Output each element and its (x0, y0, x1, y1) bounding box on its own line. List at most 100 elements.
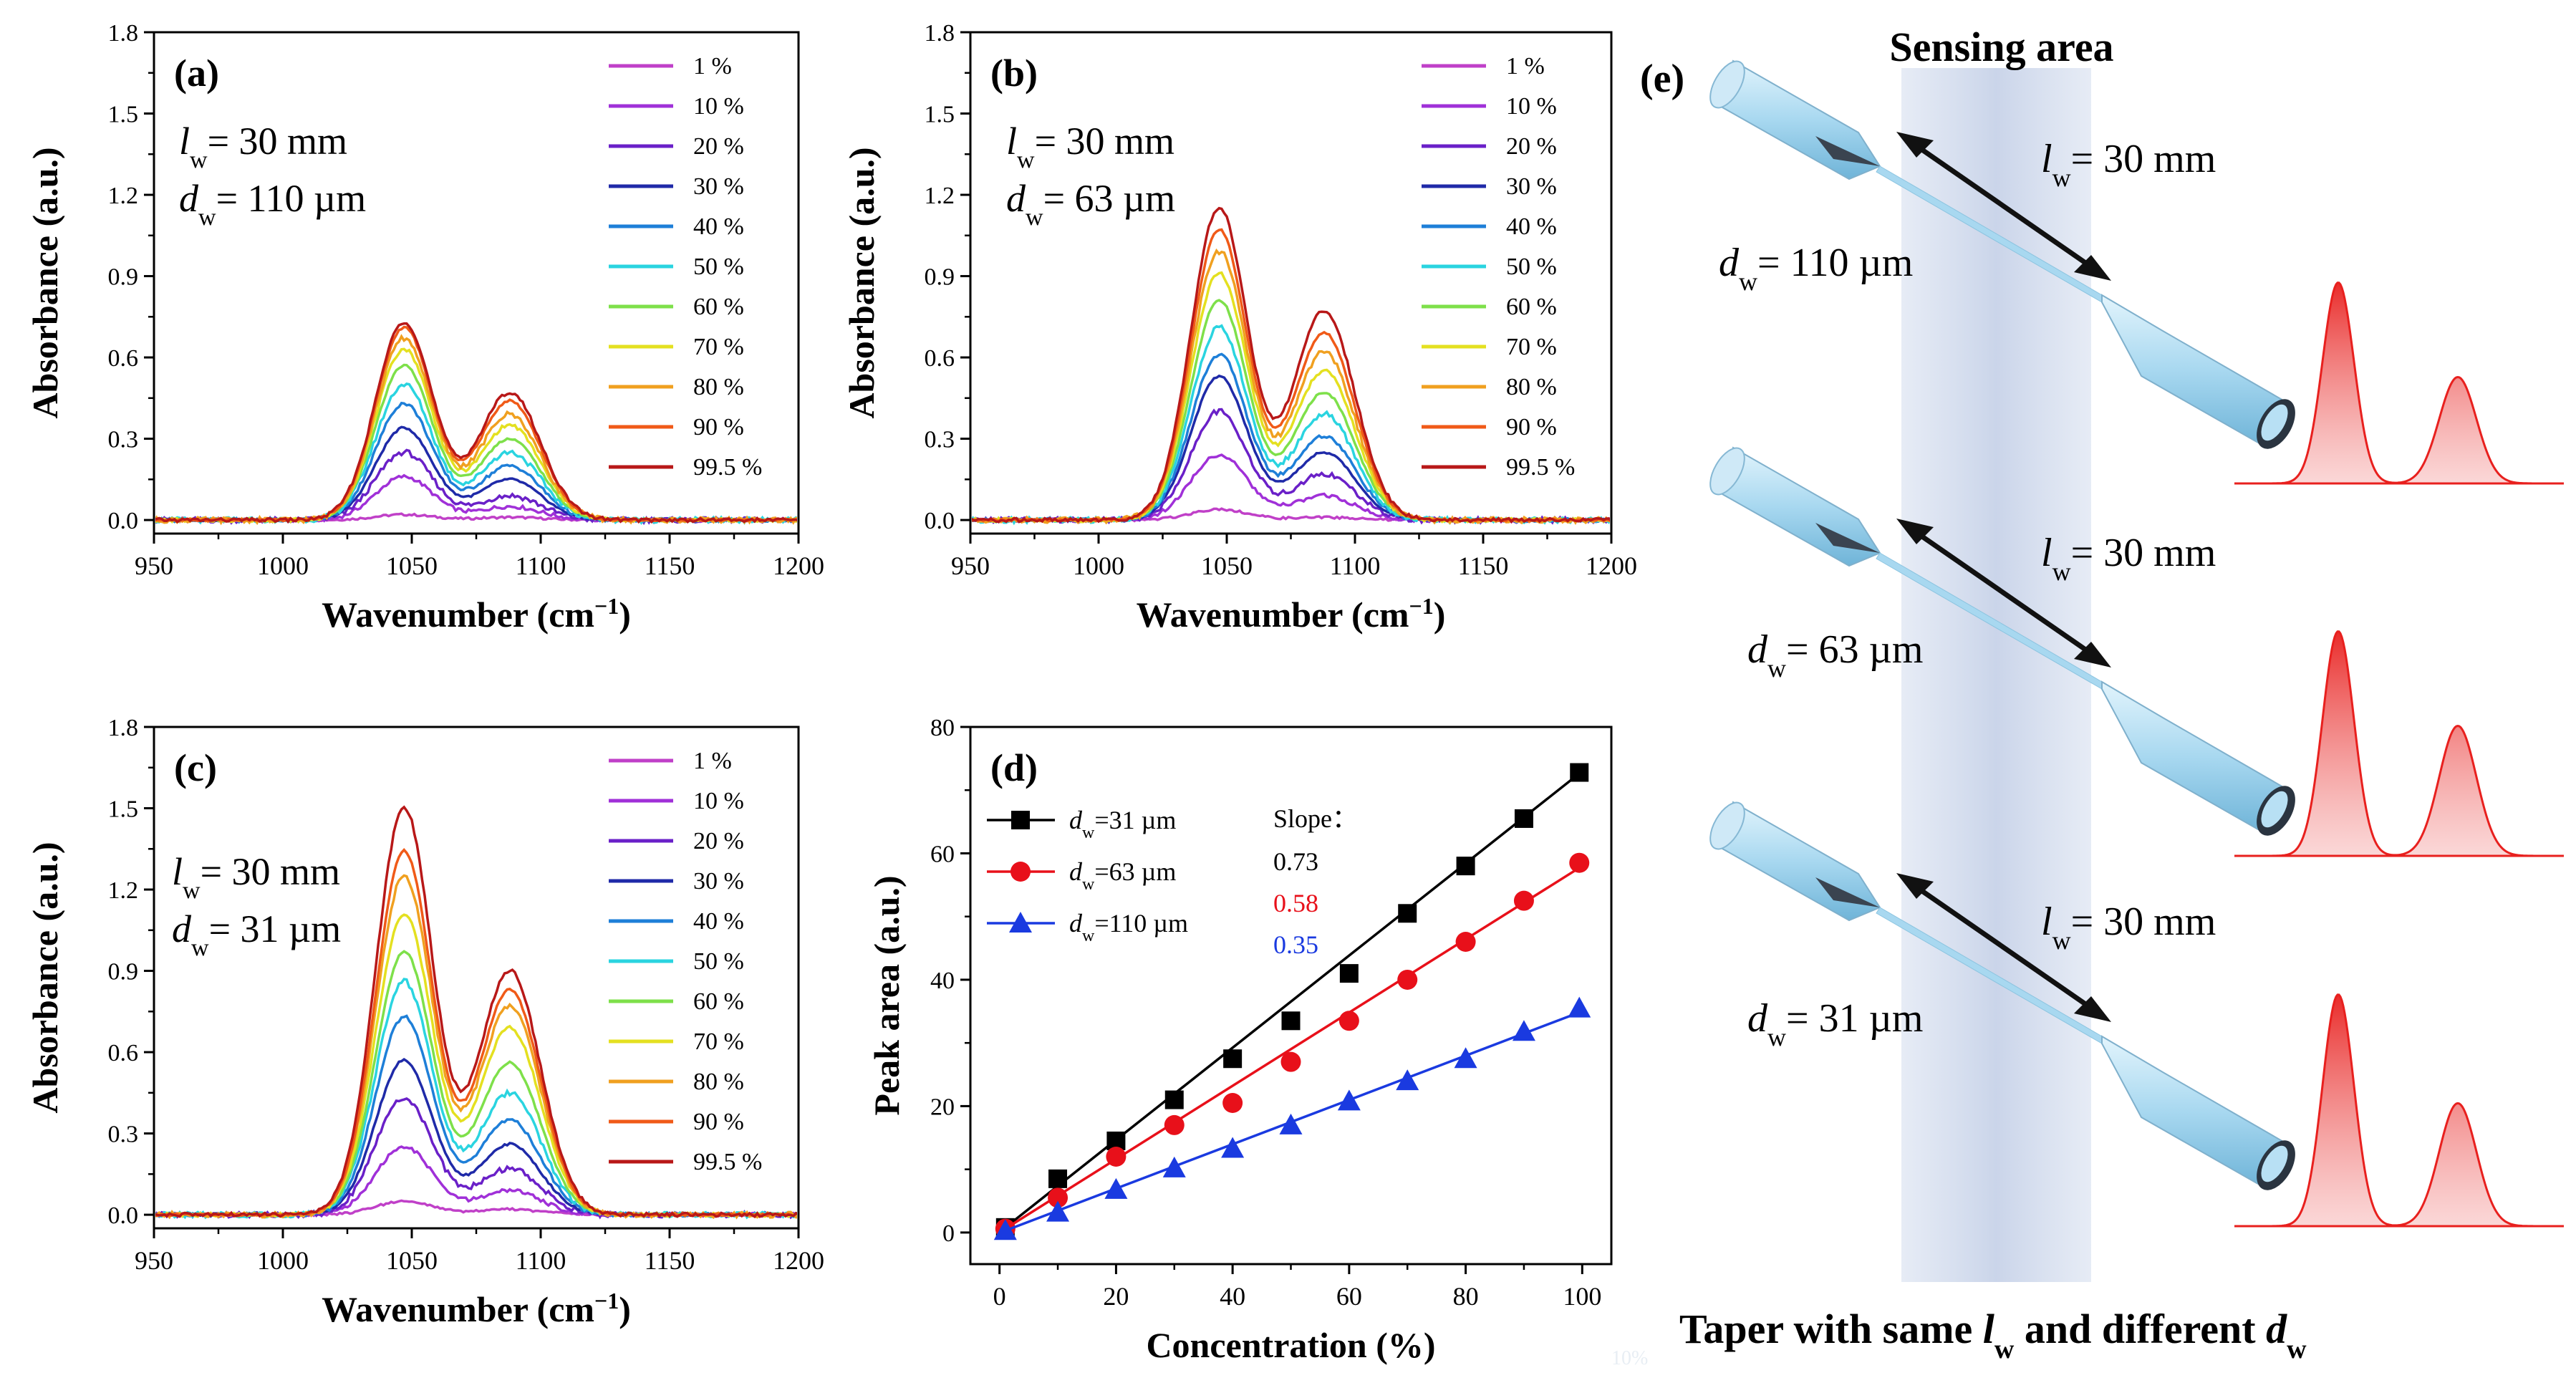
legend-label-value: =110 µm (1094, 909, 1188, 938)
annotation-diameter: dw= 31 µm (172, 907, 341, 961)
x-tick-label: 1000 (257, 551, 309, 580)
legend-label: dw=110 µm (1069, 909, 1188, 945)
legend-label: 50 % (1506, 254, 1557, 280)
legend-label: 60 % (1506, 294, 1557, 320)
legend-label-symbol: d (1069, 909, 1083, 938)
legend-label: 99.5 % (693, 1149, 762, 1175)
data-point (1514, 809, 1533, 828)
sensing-area-title: Sensing area (1889, 24, 2113, 70)
y-tick-label: 1.8 (925, 20, 955, 47)
legend-marker (1011, 811, 1030, 829)
annotation-l-value: = 30 mm (201, 850, 340, 893)
legend-label: 1 % (693, 53, 732, 79)
panel-c: 950 1000 1050 1100 1150 1200 0.0 0.3 0.6 0.9 1.2 1.… (25, 715, 824, 1329)
x-tick-label: 100 (1563, 1282, 1601, 1311)
y-tick-label: 0.9 (108, 264, 139, 291)
data-point (1339, 964, 1359, 983)
fit-line (1004, 867, 1581, 1230)
double-arrow-head (1896, 132, 1934, 158)
annotation-l-value: = 30 mm (208, 120, 347, 163)
panel-a: 950 1000 1050 1100 1150 1200 0.0 0.3 0.6 0.9 1.2 1.… (25, 20, 824, 635)
taper-l-sub: w (2052, 557, 2071, 586)
panel-label: (b) (990, 52, 1038, 95)
caption-prefix: Taper with same (1679, 1306, 1983, 1352)
annotation-l-sub: w (190, 147, 208, 173)
data-point (1223, 1049, 1243, 1069)
legend-label: 20 % (1506, 133, 1557, 160)
x-axis-label: Wavenumber (cm−1) (322, 1288, 631, 1329)
taper-d-value: = 31 µm (1786, 996, 1923, 1041)
x-tick-label: 950 (135, 551, 173, 580)
y-tick-label: 0.6 (108, 1040, 139, 1066)
taper-d-symbol: d (1747, 996, 1768, 1041)
y-tick-label: 0.0 (925, 508, 955, 534)
legend-label-sub: w (1082, 875, 1095, 894)
legend-label: 60 % (693, 988, 744, 1015)
x-tick-label: 1000 (1073, 551, 1124, 580)
x-tick-label: 950 (951, 551, 990, 580)
legend-label: 50 % (693, 948, 744, 975)
data-point (1279, 1113, 1303, 1134)
x-axis-label-end: ) (1434, 594, 1446, 635)
annotation-l-sub: w (183, 877, 201, 904)
legend-label: 80 % (1506, 374, 1557, 400)
y-tick-label: 0.3 (108, 427, 139, 453)
legend-label: 30 % (693, 868, 744, 895)
fiber-right-connector (2101, 1035, 2286, 1188)
legend-label-symbol: d (1069, 857, 1083, 886)
y-tick-label: 1.8 (108, 20, 139, 47)
caption-l-sub: w (1994, 1334, 2015, 1364)
y-tick-label: 0.0 (108, 1203, 139, 1229)
legend-label: 70 % (693, 1028, 744, 1055)
taper-diameter-label: dw= 63 µm (1747, 627, 1923, 683)
x-tick-label: 950 (135, 1246, 173, 1275)
y-tick-label: 1.5 (925, 102, 955, 128)
data-point (1568, 996, 1591, 1018)
x-axis-label-end: ) (619, 1289, 631, 1329)
y-tick-label: 0.0 (108, 508, 139, 534)
spectrum-line (155, 473, 797, 524)
caption-d-symbol: d (2266, 1306, 2287, 1352)
x-tick-label: 1100 (1330, 551, 1381, 580)
legend-label: 1 % (693, 748, 732, 774)
y-tick-label: 0.3 (108, 1122, 139, 1148)
legend-label: 90 % (693, 1109, 744, 1135)
taper-d-sub: w (1739, 267, 1757, 296)
panel-label: (d) (990, 746, 1038, 789)
y-tick-label: 1.5 (108, 102, 139, 128)
annotation-length: lw= 30 mm (179, 120, 347, 173)
double-arrow-shaft (1909, 526, 2098, 660)
legend-label: 90 % (1506, 414, 1557, 440)
data-point (1513, 890, 1534, 911)
legend-label: 40 % (693, 213, 744, 240)
taper-d-sub: w (1767, 1023, 1786, 1051)
y-tick-label: 1.5 (108, 796, 139, 823)
absorption-peak-graphic (2234, 993, 2564, 1228)
x-axis-label-text: Wavenumber (cm (322, 1289, 594, 1329)
data-point (1454, 1047, 1477, 1069)
data-point (1396, 1069, 1419, 1091)
spectrum-line (972, 206, 1610, 524)
legend-label: dw=31 µm (1069, 806, 1176, 842)
y-tick-label: 1.8 (108, 715, 139, 741)
data-point (1570, 763, 1589, 782)
y-tick-label: 60 (930, 841, 955, 867)
data-point (1512, 1020, 1535, 1041)
legend-label: 80 % (693, 1069, 744, 1095)
y-tick-label: 0.6 (925, 345, 955, 372)
absorption-peak-graphic (2234, 630, 2564, 857)
fiber-end-face (2261, 1145, 2288, 1182)
y-tick-label: 1.2 (108, 183, 139, 209)
x-tick-label: 60 (1336, 1282, 1362, 1311)
annotation-l-value: = 30 mm (1035, 120, 1174, 163)
taper-d-symbol: d (1719, 241, 1740, 285)
legend-label: 99.5 % (693, 454, 762, 481)
annotation-length: lw= 30 mm (1006, 120, 1174, 173)
data-point (1456, 857, 1475, 876)
panel-label: (c) (174, 746, 217, 789)
legend-label: 20 % (693, 133, 744, 160)
data-point (1337, 1089, 1361, 1111)
x-tick-label: 80 (1453, 1282, 1479, 1311)
x-tick-label: 1100 (516, 1246, 566, 1275)
slope-value: 0.73 (1273, 847, 1318, 876)
